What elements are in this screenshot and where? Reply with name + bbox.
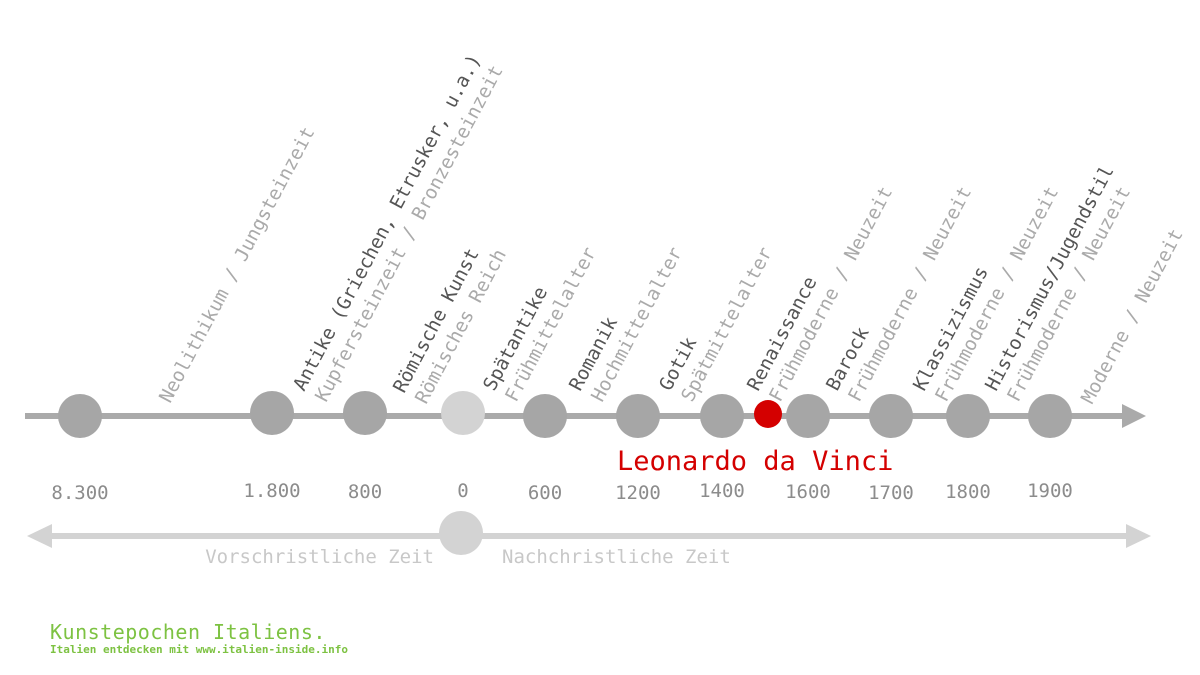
era-label-before: Vorschristliche Zeit — [205, 546, 434, 568]
epoch-node-barock — [869, 394, 913, 438]
year-label-1600: 1600 — [785, 481, 831, 503]
epoch-node-renaissance — [786, 394, 830, 438]
footer-title: Kunstepochen Italiens. — [50, 620, 326, 644]
year-label-1700: 1700 — [868, 482, 914, 504]
year-label-1800bc: 1.800 — [243, 480, 300, 502]
year-label-1200: 1200 — [615, 482, 661, 504]
highlight-label: Leonardo da Vinci — [617, 446, 893, 477]
epoch-node-antike — [250, 391, 294, 435]
epoch-node-zero — [441, 391, 485, 435]
footer-subtitle: Italien entdecken mit www.italien-inside… — [50, 643, 349, 656]
year-label-0: 0 — [457, 480, 468, 502]
era-axis-zero-node — [439, 511, 483, 555]
epoch-node-spaetantike — [523, 394, 567, 438]
highlight-marker — [754, 400, 782, 428]
era-axis-arrow-right — [1126, 524, 1151, 548]
year-label-600: 600 — [528, 482, 562, 504]
main-timeline-arrowhead — [1122, 404, 1146, 428]
epoch-node-klassizismus — [946, 394, 990, 438]
year-label-1400: 1400 — [699, 480, 745, 502]
era-axis-arrow-left — [27, 524, 52, 548]
epoch-era-neolithikum: Neolithikum / Jungsteinzeit — [155, 123, 319, 406]
epoch-node-roemische-kunst — [343, 391, 387, 435]
era-label-after: Nachchristliche Zeit — [502, 546, 731, 568]
year-label-1800: 1800 — [945, 481, 991, 503]
year-label-1900: 1900 — [1027, 480, 1073, 502]
epoch-node-historismus — [1028, 394, 1072, 438]
epoch-node-romanik — [616, 394, 660, 438]
year-label-800: 800 — [348, 481, 382, 503]
epoch-node-gotik — [700, 394, 744, 438]
year-label-8300: 8.300 — [51, 482, 108, 504]
epoch-node-neolithikum — [58, 394, 102, 438]
